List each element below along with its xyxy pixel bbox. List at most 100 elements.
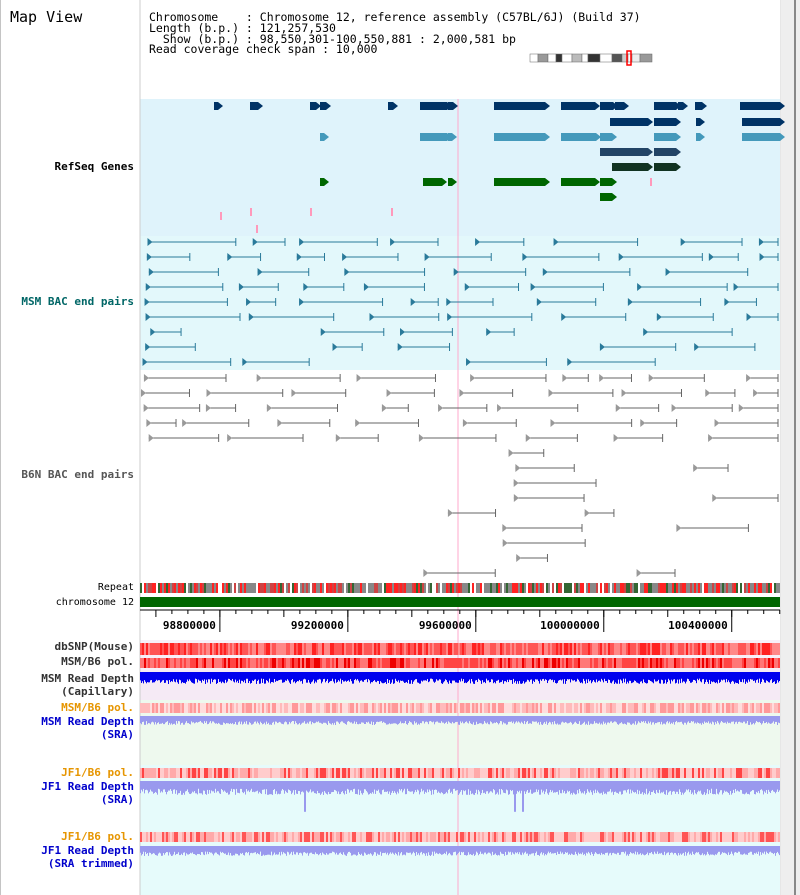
jf1-pol-cell — [704, 768, 706, 778]
msm-depth-capillary-bar — [221, 672, 222, 684]
jf1-depth2-bar — [542, 846, 543, 855]
repeat-element — [478, 583, 480, 593]
msm-depth-sra-bar — [338, 716, 339, 723]
msm-depth-sra-bar — [356, 716, 357, 722]
jf1-depth2-bar — [708, 846, 709, 854]
jf1-pol-cell — [692, 768, 694, 778]
msm-depth-capillary-bar — [525, 672, 526, 683]
msm-depth-sra-bar — [274, 716, 275, 725]
msm-depth-sra-bar — [526, 716, 527, 723]
jf1-depth-bar — [282, 781, 283, 789]
msm-depth-capillary-bar — [539, 672, 540, 684]
msm-bac-end — [227, 253, 233, 261]
jf1-pol2-cell — [308, 832, 310, 842]
dbsnp-cell — [502, 643, 504, 655]
jf1-depth-bar — [190, 781, 191, 795]
dbsnp-cell — [664, 643, 666, 655]
msm-depth-capillary-bar — [597, 672, 598, 683]
jf1-pol-cell — [344, 768, 346, 778]
jf1-depth2-bar — [213, 846, 214, 856]
msm-pol-cell — [334, 658, 336, 668]
msm-depth-sra-bar — [407, 716, 408, 725]
msm-depth-capillary-bar — [608, 672, 609, 680]
msm-depth-sra-bar — [624, 716, 625, 724]
msm-depth-sra-bar — [722, 716, 723, 723]
jf1-pol2-cell — [554, 832, 556, 842]
dbsnp-cell — [718, 643, 720, 655]
jf1-depth-bar — [687, 781, 688, 791]
msm-pol-sra-cell — [748, 703, 750, 713]
jf1-depth2-bar — [359, 846, 360, 854]
msm-depth-sra-bar — [196, 716, 197, 723]
msm-depth-sra-bar — [202, 716, 203, 723]
msm-pol-cell — [512, 658, 514, 668]
jf1-depth2-bar — [410, 846, 411, 853]
jf1-depth2-bar — [565, 846, 566, 853]
msm-depth-sra-bar — [267, 716, 268, 725]
msm-depth-capillary-bar — [206, 672, 207, 680]
dbsnp-cell — [258, 643, 260, 655]
msm-pol-sra-cell — [766, 703, 768, 713]
jf1-depth-bar — [290, 781, 291, 791]
msm-pol-cell — [268, 658, 270, 668]
msm-depth-capillary-bar — [622, 672, 623, 684]
jf1-depth-bar — [148, 781, 149, 794]
jf1-depth-bar — [498, 781, 499, 795]
jf1-depth-bar — [324, 781, 325, 792]
jf1-pol2-cell — [396, 832, 398, 842]
jf1-depth2-bar — [418, 846, 419, 854]
jf1-depth-bar — [720, 781, 721, 791]
msm-pol-sra-cell — [762, 703, 764, 713]
msm-pol-sra-cell — [316, 703, 318, 713]
msm-depth-sra-bar — [467, 716, 468, 723]
jf1-depth2-bar — [384, 846, 385, 854]
msm-pol-sra-cell — [522, 703, 524, 713]
jf1-pol2-cell — [720, 832, 722, 842]
msm-depth-sra-bar — [469, 716, 470, 722]
msm-depth-sra-bar — [207, 716, 208, 725]
msm-pol-sra-cell — [404, 703, 406, 713]
msm-depth-sra-bar — [520, 716, 521, 724]
refseq-gene-strand — [780, 118, 785, 126]
dbsnp-cell — [454, 643, 456, 655]
jf1-depth2-bar — [563, 846, 564, 855]
dbsnp-cell — [656, 643, 658, 655]
dbsnp-cell — [618, 643, 620, 655]
jf1-depth-bar — [285, 781, 286, 791]
jf1-depth2-bar — [340, 846, 341, 853]
msm-pol-sra-cell — [728, 703, 730, 713]
jf1-depth-bar — [424, 781, 425, 794]
msm-depth-capillary-bar — [496, 672, 497, 681]
b6n-bac-end — [447, 509, 453, 517]
jf1-depth2-bar — [420, 846, 421, 853]
msm-pol-cell — [242, 658, 244, 668]
msm-pol-cell — [450, 658, 452, 668]
refseq-gene-exon — [678, 102, 683, 110]
refseq-track-bg — [140, 99, 780, 236]
msm-depth-capillary-bar — [391, 672, 392, 683]
msm-depth-sra-bar — [154, 716, 155, 725]
msm-pol-sra-cell — [592, 703, 594, 713]
dbsnp-cell — [712, 643, 714, 655]
jf1-depth-bar — [765, 781, 766, 793]
repeat-element — [372, 583, 374, 593]
jf1-depth2-bar — [162, 846, 163, 856]
jf1-depth2-bar — [491, 846, 492, 856]
jf1-depth2-bar — [422, 846, 423, 855]
msm-depth-sra-bar — [731, 716, 732, 722]
repeat-element — [654, 583, 656, 593]
ideogram-band — [561, 53, 573, 63]
msm-depth-sra-bar — [777, 716, 778, 725]
jf1-depth-bar — [463, 781, 464, 791]
jf1-pol2-cell — [760, 832, 762, 842]
jf1-depth2-bar — [140, 846, 141, 853]
jf1-depth2-bar — [579, 846, 580, 855]
jf1-depth-bar — [247, 781, 248, 792]
msm-depth-sra-bar — [444, 716, 445, 724]
dbsnp-cell — [608, 643, 610, 655]
msm-pol-cell — [680, 658, 682, 668]
msm-depth-sra-bar — [198, 716, 199, 723]
refseq-gene-exon — [600, 102, 613, 110]
dbsnp-cell — [774, 643, 776, 655]
